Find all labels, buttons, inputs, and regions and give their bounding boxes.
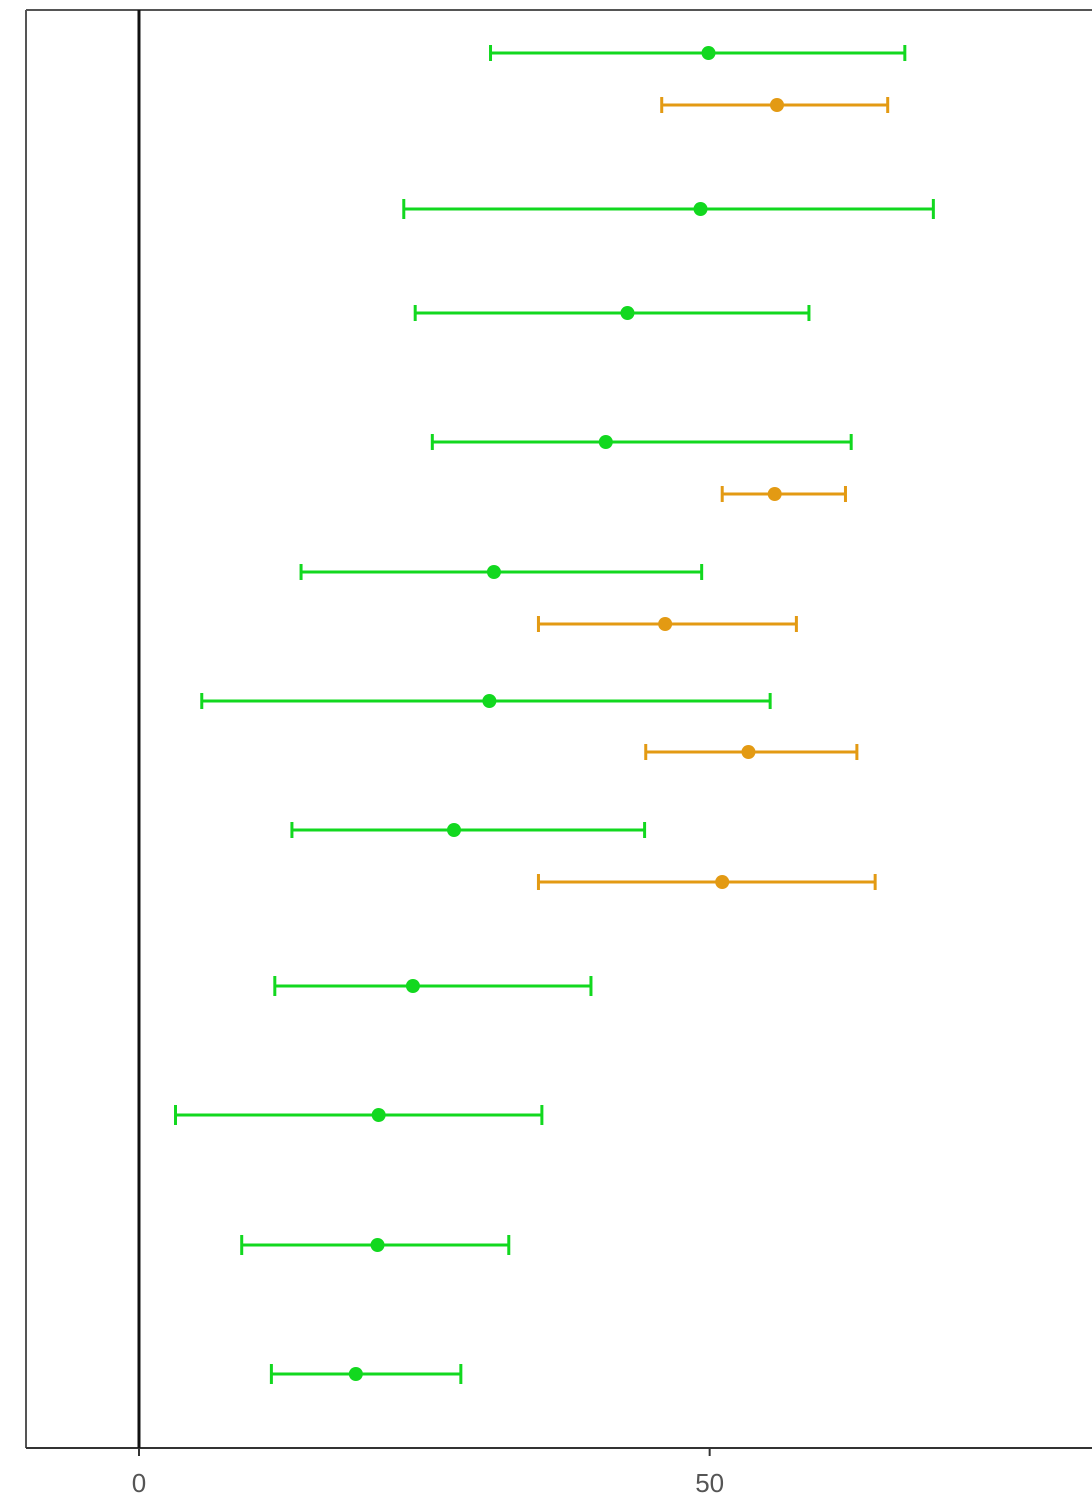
estimate-point [701,46,716,60]
estimate-point [486,565,501,579]
estimate-point [767,487,782,501]
estimate-point [370,1238,385,1252]
interval-row [489,45,907,61]
estimate-point [598,435,613,449]
estimate-point [715,875,730,889]
interval-row [644,744,859,760]
estimate-point [348,1367,363,1381]
interval-row [430,434,853,450]
interval-row [413,305,811,321]
interval-marks [174,45,935,1384]
interval-row [269,1364,463,1384]
x-axis: 0 50 [132,1448,724,1498]
interval-row [240,1235,511,1255]
estimate-point [620,306,635,320]
estimate-point [371,1108,386,1122]
x-tick-label: 0 [132,1468,146,1498]
interval-row [720,486,847,502]
interval-row [290,822,647,838]
estimate-point [741,745,756,759]
plot-frame [25,9,1092,1449]
estimate-point [769,98,784,112]
interval-row [273,976,593,996]
interval-row [200,693,772,709]
interval-row [660,97,890,113]
interval-row [402,199,935,219]
estimate-point [446,823,461,837]
estimate-point [693,202,708,216]
interval-row [174,1105,544,1125]
estimate-point [405,979,420,993]
estimate-point [658,617,673,631]
interval-row [536,874,877,890]
interval-row [536,616,798,632]
x-tick-label: 50 [695,1468,724,1498]
interval-row [299,564,704,580]
estimate-point [482,694,497,708]
